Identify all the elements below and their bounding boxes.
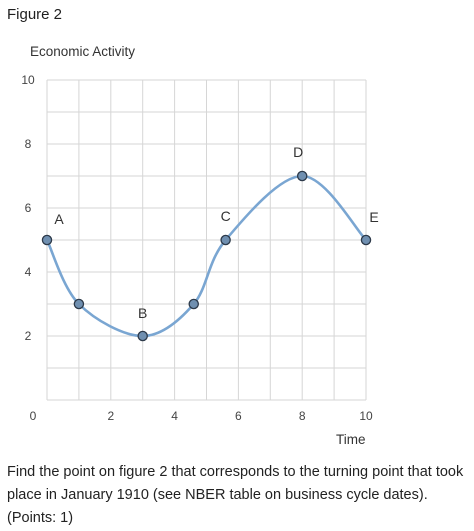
economic-activity-chart: Economic Activity Time 2 4 6 8 10 0 2 4 6 8 10 A B C D E — [21, 44, 378, 447]
data-markers — [41, 170, 372, 342]
x-tick-label: 0 — [30, 409, 37, 423]
point-labels: A B C D E — [54, 144, 378, 321]
data-point-marker — [41, 234, 53, 246]
point-label-d: D — [293, 144, 303, 160]
x-tick-label: 4 — [171, 409, 178, 423]
y-tick-label: 6 — [25, 201, 32, 215]
data-point-marker — [137, 330, 148, 342]
question-text: Find the point on figure 2 that correspo… — [7, 464, 464, 503]
y-tick-label: 10 — [21, 73, 35, 87]
y-axis-label: Economic Activity — [30, 44, 135, 59]
x-axis-label: Time — [336, 432, 366, 447]
chart-axes: Economic Activity Time 2 4 6 8 10 0 2 4 6 8 10 — [21, 44, 373, 447]
figure-title: Figure 2 — [7, 6, 63, 23]
data-point-marker — [188, 298, 199, 310]
y-tick-label: 8 — [25, 137, 32, 151]
data-point-marker — [360, 234, 372, 246]
point-label-a: A — [54, 211, 64, 227]
y-tick-label: 2 — [25, 329, 32, 343]
x-tick-label: 2 — [107, 409, 114, 423]
point-label-c: C — [221, 208, 231, 224]
data-point-marker — [73, 298, 85, 310]
y-tick-label: 4 — [25, 265, 32, 279]
chart-grid — [46, 79, 367, 401]
data-point-marker — [220, 234, 231, 246]
question-points: (Points: 1) — [7, 510, 74, 526]
point-label-e: E — [369, 209, 378, 225]
point-label-b: B — [138, 305, 147, 321]
x-tick-label: 8 — [299, 409, 306, 423]
x-tick-label: 10 — [359, 409, 373, 423]
question-block: Find the point on figure 2 that correspo… — [7, 461, 469, 530]
data-point-marker — [296, 170, 308, 182]
x-tick-label: 6 — [235, 409, 242, 423]
